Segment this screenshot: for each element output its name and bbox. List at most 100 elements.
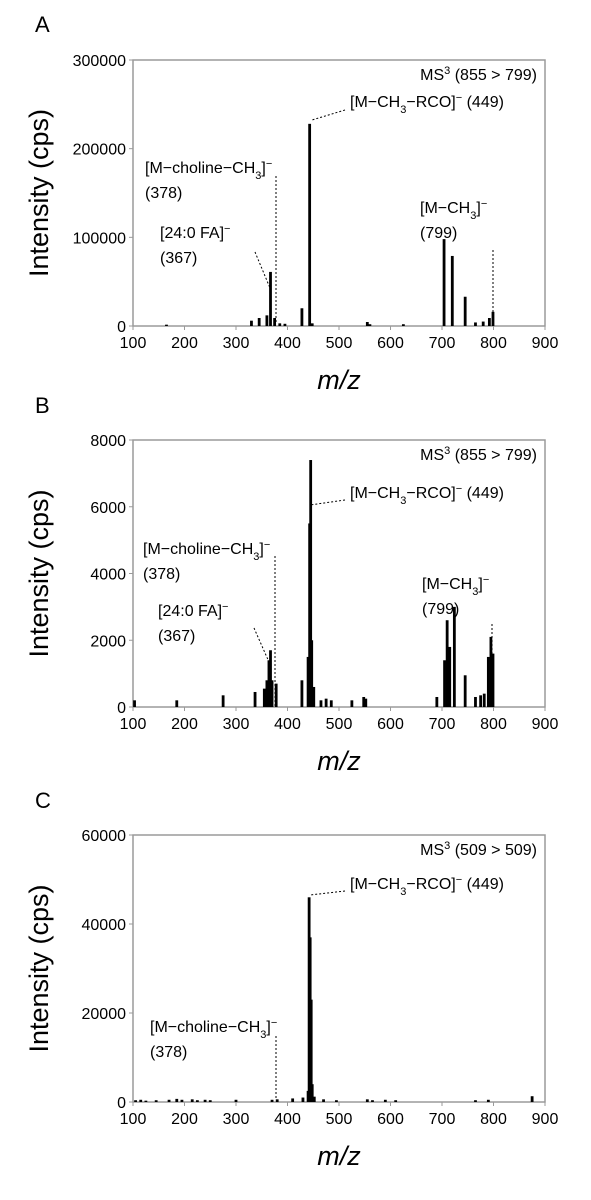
spectrum-peak [450, 255, 454, 326]
spectrum-peak [487, 318, 491, 326]
spectrum-peak [133, 700, 136, 707]
x-tick-label: 800 [480, 1111, 507, 1128]
annotation-part: (799) [420, 225, 457, 242]
spectrum-peak [452, 606, 456, 707]
peak-annotation: [24:0 FA]− (367) [160, 223, 271, 289]
annotation-leader-line [253, 627, 270, 663]
spectrum-peak [165, 324, 168, 326]
spectrum-peak [310, 1084, 314, 1102]
spectrum-peak [491, 653, 495, 707]
annotation-part: [M−choline−CH [143, 541, 253, 558]
spectrum-peak [306, 656, 310, 707]
spectrum-peak [267, 660, 271, 707]
x-axis-label: m/z [317, 1141, 361, 1171]
peak-annotation: [M−choline−CH3]− (378) [150, 1017, 277, 1100]
peak-annotation: [M−CH3−RCO]− (449) [311, 92, 504, 121]
chart-title-part: 3 [444, 65, 450, 77]
x-tick-label: 300 [223, 716, 250, 733]
spectrum-peak [463, 675, 467, 707]
x-tick-label: 400 [274, 1111, 301, 1128]
annotation-leader-line [309, 499, 346, 506]
x-tick-label: 400 [274, 716, 301, 733]
y-tick-label: 6000 [90, 500, 126, 517]
y-tick-label: 60000 [82, 828, 127, 845]
spectrum-peak [190, 1099, 194, 1102]
y-axis-label: Intensity (cps) [24, 109, 54, 277]
spectrum-peak [448, 646, 452, 707]
spectrum-peak [265, 315, 269, 326]
annotation-text: (367) [160, 250, 197, 267]
spectrum-peak [144, 1100, 148, 1102]
annotation-part: (449) [462, 94, 504, 111]
annotation-part: (449) [462, 876, 504, 893]
spectrum-peak [203, 1099, 207, 1102]
spectrum-peak [195, 1100, 199, 1102]
spectrum-peak [368, 324, 372, 326]
annotation-part: [M−choline−CH [150, 1019, 260, 1036]
spectrum-peak [319, 700, 323, 707]
panel-letter: B [35, 393, 50, 418]
spectrum-peak [322, 1099, 325, 1102]
y-tick-label: 20000 [82, 1006, 127, 1023]
annotation-part: (367) [160, 250, 197, 267]
chart-title-part: MS [420, 447, 444, 464]
spectrum-peak [175, 1098, 179, 1102]
peak-annotation: [M−CH3]− (799) [420, 198, 494, 320]
annotation-part: − [483, 574, 489, 586]
spectrum-peak [365, 1099, 369, 1102]
spectrum-peak [474, 696, 477, 707]
spectrum-peak [371, 1100, 374, 1102]
spectrum-peak [329, 700, 333, 707]
spectrum-peak [486, 1099, 490, 1102]
annotation-part: − [481, 198, 487, 210]
spectrum-peak [270, 680, 274, 707]
panel-c: C 100 200 300 400 500 600 700 800 900 0 20000 40000 6… [24, 788, 558, 1171]
annotation-part: 3 [472, 586, 478, 598]
annotation-text: [M−CH3−RCO]− (449) [350, 874, 504, 898]
spectrum-peak [154, 1100, 158, 1102]
annotation-text: [M−choline−CH3]− [143, 539, 270, 563]
chart-title-part: (855 > 799) [450, 447, 537, 464]
x-axis-label: m/z [317, 365, 361, 395]
annotation-part: − [264, 539, 270, 551]
spectrum-peak [283, 323, 287, 326]
spectrum-peak [262, 688, 266, 707]
y-axis-label: Intensity (cps) [24, 489, 54, 657]
x-tick-label: 900 [532, 1111, 559, 1128]
annotation-text: [24:0 FA]− [158, 601, 228, 620]
annotation-text: (378) [150, 1044, 187, 1061]
annotation-part: −RCO] [406, 94, 455, 111]
annotation-part: − [456, 92, 462, 104]
spectrum-peak [208, 1100, 212, 1102]
chart-title-part: MS [420, 842, 444, 859]
panel-a: A 100 200 300 400 500 600 700 800 900 0 100000 20000… [24, 12, 558, 395]
y-tick-label: 0 [117, 319, 126, 336]
x-tick-label: 100 [120, 335, 147, 352]
spectrum-peak [309, 460, 313, 707]
annotation-part: − [271, 1017, 277, 1029]
spectrum-peak [234, 1099, 238, 1102]
annotation-text: (799) [420, 225, 457, 242]
annotation-part: − [456, 874, 462, 886]
annotation-text: [M−CH3]− [420, 198, 487, 222]
spectrum-peak [479, 695, 483, 707]
spectrum-peak [530, 1096, 534, 1102]
chart-title-part: (509 > 509) [450, 842, 537, 859]
annotation-text: (799) [422, 601, 459, 618]
spectrum-peak [435, 696, 439, 707]
annotation-text: (378) [145, 185, 182, 202]
spectrum-peak [442, 239, 446, 326]
x-tick-label: 600 [377, 1111, 404, 1128]
annotation-part: −RCO] [406, 485, 455, 502]
y-tick-label: 200000 [73, 142, 126, 159]
spectrum-peak [312, 1096, 316, 1102]
x-tick-label: 500 [326, 335, 353, 352]
chart-title-part: (855 > 799) [450, 67, 537, 84]
spectrum-peak [309, 999, 313, 1102]
spectrum-peak [486, 656, 490, 707]
annotation-part: 3 [255, 170, 261, 182]
spectrum-peak [482, 693, 486, 707]
x-tick-label: 800 [480, 716, 507, 733]
spectrum-peak [445, 620, 449, 707]
